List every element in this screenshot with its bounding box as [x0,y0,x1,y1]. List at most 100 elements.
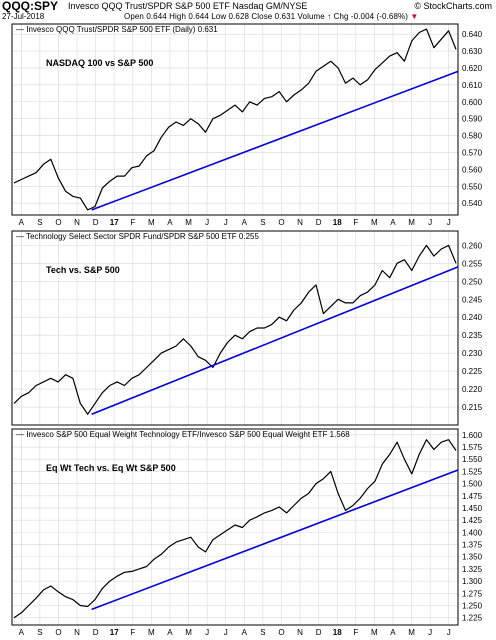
y-tick-label: 1.500 [462,480,483,489]
chg-value: -0.004 (-0.68%) [350,12,408,21]
x-tick-label: M [408,628,415,637]
x-tick-label: J [205,218,209,227]
title-row: QQQ:SPY Invesco QQQ Trust/SPDR S&P 500 E… [0,0,496,13]
panel-annotation: NASDAQ 100 vs S&P 500 [46,58,153,68]
y-tick-label: 1.600 [462,431,483,440]
y-tick-label: 1.225 [462,614,483,623]
x-tick-label: A [390,218,396,227]
panel-frame [11,428,459,626]
close-label: Close [251,12,273,21]
low-value: 0.628 [228,12,250,21]
x-tick-label: N [74,218,80,227]
volume-value: ↑ [327,12,332,21]
price-line [13,244,457,415]
y-tick-label: 1.400 [462,528,483,537]
x-tick-label: F [130,218,135,227]
y-tick-label: 0.240 [462,313,483,322]
trend-line [91,469,459,611]
y-tick-label: 0.620 [462,64,483,73]
y-tick-label: 1.425 [462,516,483,525]
x-tick-label: 17 [110,628,119,637]
date-label: 27-Jul-2018 [2,12,45,21]
x-tick-label: S [260,218,265,227]
y-tick-label: 0.230 [462,349,483,358]
y-tick-label: 0.560 [462,165,483,174]
y-tick-label: 0.600 [462,98,483,107]
trend-line [91,266,459,415]
x-tick-label: A [242,218,248,227]
x-tick-label: A [167,218,173,227]
trend-line [91,70,459,211]
y-tick-label: 1.300 [462,577,483,586]
x-tick-label: A [19,628,25,637]
panel-frame [11,230,459,426]
y-tick-label: 0.215 [462,403,483,412]
y-tick-label: 1.450 [462,504,483,513]
y-tick-label: 0.590 [462,115,483,124]
x-tick-label: J [224,628,228,637]
y-tick-label: 0.260 [462,241,483,250]
high-label: High [169,12,187,21]
x-tick-label: N [297,218,303,227]
price-line [13,28,457,211]
y-tick-label: 0.225 [462,367,483,376]
x-tick-label: D [316,218,322,227]
x-tick-label: S [37,218,42,227]
x-tick-label: F [353,628,358,637]
y-tick-label: 1.375 [462,541,483,550]
x-tick-label: J [447,218,451,227]
x-tick-label: M [371,218,378,227]
open-value: 0.644 [146,12,167,21]
y-tick-label: 1.475 [462,492,483,501]
y-tick-label: 1.275 [462,589,483,598]
x-tick-label: A [390,628,396,637]
price-line [13,439,457,619]
x-tick-label: O [278,628,284,637]
ohlc-values: Open 0.644 High 0.644 Low 0.628 Close 0.… [124,12,418,21]
panel-annotation: Eq Wt Tech vs. Eq Wt S&P 500 [46,463,176,473]
y-tick-label: 1.525 [462,467,483,476]
high-value: 0.644 [188,12,209,21]
x-tick-label: A [167,628,173,637]
y-tick-label: 1.250 [462,601,483,610]
volume-label: Volume [297,12,325,21]
brand-watermark[interactable]: © StockCharts.com [414,1,492,11]
x-tick-label: F [130,628,135,637]
y-tick-label: 1.575 [462,443,483,452]
x-tick-label: N [297,628,303,637]
x-tick-label: N [74,628,80,637]
y-tick-label: 0.255 [462,259,483,268]
low-label: Low [211,12,227,21]
open-label: Open [124,12,144,21]
y-tick-label: 0.235 [462,331,483,340]
y-tick-label: 0.610 [462,81,483,90]
panel-frame [11,23,459,216]
x-tick-label: D [93,218,99,227]
x-tick-label: A [242,628,248,637]
y-tick-label: 0.220 [462,385,483,394]
x-tick-label: M [371,628,378,637]
y-tick-label: 1.550 [462,455,483,464]
y-tick-label: 0.540 [462,199,483,208]
y-tick-label: 0.630 [462,47,483,56]
x-tick-label: D [93,628,99,637]
x-tick-label: M [185,628,192,637]
x-tick-label: F [353,218,358,227]
x-tick-label: M [408,218,415,227]
x-tick-label: J [428,218,432,227]
x-tick-label: O [55,218,61,227]
x-tick-label: J [447,628,451,637]
x-tick-label: J [428,628,432,637]
panel-annotation: Tech vs. S&P 500 [46,265,120,275]
x-tick-label: 18 [333,218,342,227]
x-tick-label: O [55,628,61,637]
y-tick-label: 0.570 [462,148,483,157]
ohlc-row: 27-Jul-2018 Open 0.644 High 0.644 Low 0.… [0,12,496,23]
x-tick-label: D [316,628,322,637]
down-arrow-icon: ▼ [410,12,419,21]
panel-legend: — Invesco QQQ Trust/SPDR S&P 500 ETF (Da… [16,25,218,34]
close-value: 0.631 [274,12,296,21]
panel-legend: — Invesco S&P 500 Equal Weight Technolog… [16,430,350,439]
x-tick-label: 17 [110,218,119,227]
